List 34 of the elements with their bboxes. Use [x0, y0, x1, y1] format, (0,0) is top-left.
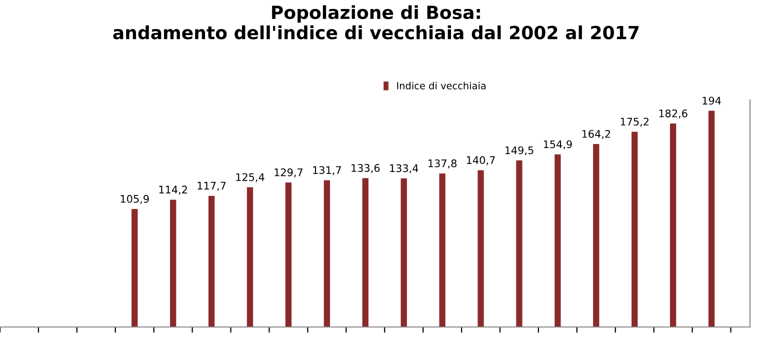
- data-label: 164,2: [582, 130, 610, 139]
- chart-title: Popolazione di Bosa: andamento dell'indice di vecchiaia dal 2002 al 2017: [113, 5, 639, 40]
- data-label: 154,9: [544, 140, 572, 150]
- bar: [170, 200, 176, 327]
- bar: [516, 160, 522, 327]
- bar: [632, 132, 638, 327]
- data-label: 117,7: [198, 182, 226, 191]
- bar: [132, 208, 138, 327]
- bar: [324, 180, 330, 327]
- legend-label: Indice di vecchiaia: [397, 82, 486, 90]
- data-label: 137,8: [428, 159, 457, 168]
- bar: [478, 170, 484, 327]
- bar: [208, 196, 215, 327]
- bar: [593, 144, 600, 327]
- data-label: 114,2: [159, 186, 187, 195]
- data-label: 140,7: [467, 156, 495, 166]
- bar: [708, 110, 715, 327]
- data-label: 129,7: [274, 168, 302, 178]
- bar: [554, 154, 561, 327]
- bar: [362, 178, 368, 327]
- data-label: 149,5: [505, 146, 534, 156]
- data-label: 133,4: [390, 164, 418, 174]
- bar: [285, 182, 292, 327]
- bar: [246, 187, 254, 327]
- data-label: 131,7: [313, 166, 341, 176]
- data-label: 175,2: [620, 118, 648, 127]
- data-label: 125,4: [236, 173, 264, 182]
- bar: [400, 178, 407, 327]
- data-label: 182,6: [659, 109, 688, 118]
- data-label: 105,9: [120, 194, 149, 204]
- bar: [670, 124, 676, 327]
- bar: [439, 173, 446, 327]
- data-label: 194: [702, 96, 721, 105]
- data-label: 133,6: [352, 164, 380, 173]
